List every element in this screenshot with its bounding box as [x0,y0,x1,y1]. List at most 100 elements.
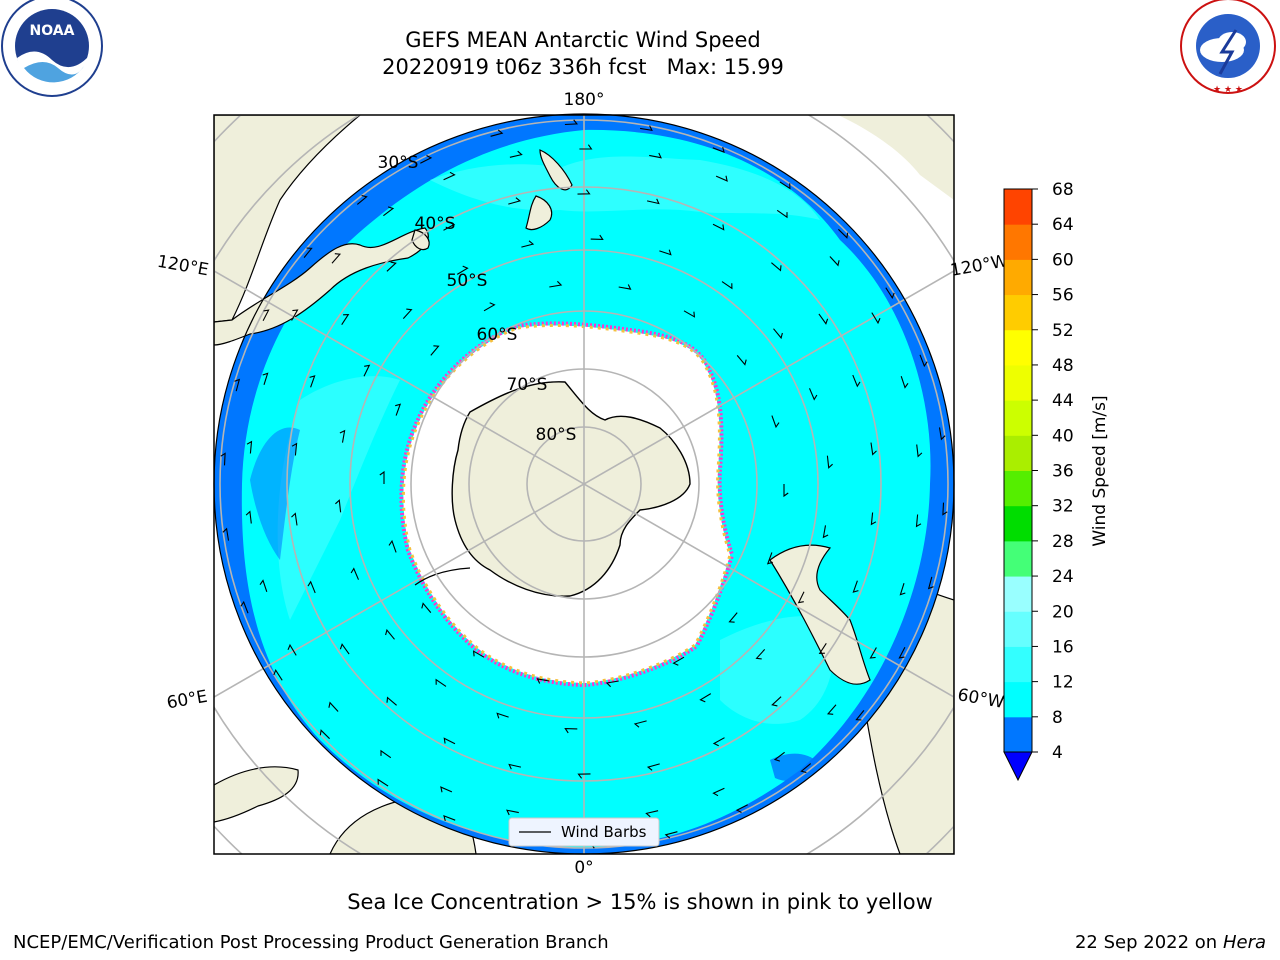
lon-label-60e: 60°E [165,687,209,714]
colorbar-tick-label: 32 [1052,497,1074,517]
meridian-60E-120W [214,270,954,698]
wind-barb [380,749,392,759]
wind-barb [826,704,837,715]
wind-barbs [220,119,948,849]
wind-barb [915,514,922,528]
colorbar-segment [1004,646,1032,683]
wind-barb [506,809,519,816]
wind-barb [618,284,632,290]
wind-barb [899,583,906,596]
wind-barb [942,502,948,516]
wind-barb [335,499,342,513]
chart-subtitle: 20220919 t06z 336h fcst Max: 15.99 [382,55,784,79]
wind-barb [728,612,738,623]
wind-barb [927,576,934,590]
wind-barb [818,313,829,325]
colorbar-tick-label: 28 [1052,532,1074,552]
lat-label-60s: 60°S [477,325,518,345]
colorbar-tick-label: 44 [1052,391,1074,411]
lon-label-180: 180° [564,90,605,110]
wind-barb [443,171,456,181]
wind-barb [826,455,833,469]
colorbar-tick-label: 24 [1052,567,1074,587]
wind-barb [783,484,789,498]
wind-barb [699,693,712,703]
wind-barb [916,444,923,458]
wind-barb [659,249,672,256]
wind-barb [287,643,297,656]
wind-barb [421,602,432,613]
wind-barb [472,650,485,658]
wind-barb [605,680,619,688]
wind-barb [721,281,733,290]
wind-barb [797,591,805,604]
date-stamp: 22 Sep 2022 on Hera [1075,932,1266,953]
wind-barb [456,265,469,275]
lat-label-70s: 70°S [507,375,548,395]
wind-barb [262,372,269,385]
colorbar-tick-label: 64 [1052,215,1074,235]
colorbar-tick-label: 48 [1052,356,1074,376]
colorbar-segment [1004,259,1032,296]
wind-barb [736,355,747,366]
wind-barb [579,144,593,150]
wind-barb [938,427,946,441]
host-name: Hera [1222,932,1266,953]
colorbar-tick-label: 4 [1052,743,1063,763]
colorbar-segment [1004,189,1032,225]
wind-barb [483,302,496,312]
wind-barb [919,354,928,368]
wind-barb [900,376,909,389]
wind-barb [363,364,371,377]
wind-barb [640,125,653,132]
wind-barb [855,710,865,721]
wind-barb [291,309,299,321]
wind-barb [420,155,433,164]
colorbar-segment [1004,224,1032,260]
wind-barb [508,763,522,770]
wind-barb [564,728,578,734]
lon-label-120e: 120°E [156,252,210,281]
wind-barb [800,763,812,774]
lat-label-40s: 40°S [415,214,456,234]
wind-barb [712,737,725,747]
wind-barb [755,649,766,660]
wind-barb [222,527,230,541]
wind-barb [564,119,578,126]
wind-barb [386,261,397,272]
wind-barb [871,312,881,325]
noaa-logo: NOAA [1,0,103,97]
wind-barb [664,831,678,839]
wind-barb [773,328,783,340]
wind-barb [341,314,350,326]
colorbar-tick-label: 56 [1052,286,1074,306]
colorbar-segment [1004,540,1032,577]
svg-text:★ ★ ★: ★ ★ ★ [1213,85,1243,95]
wind-barb [220,452,226,466]
date-text: 22 Sep 2022 on [1074,932,1218,953]
sea-ice-note: Sea Ice Concentration > 15% is shown in … [347,890,933,914]
lon-label-120w: 120°W [949,251,1010,281]
wind-barb [773,751,785,762]
graticule [214,115,954,854]
colorbar-tick-label: 8 [1052,708,1063,728]
wind-barb [430,345,440,356]
wind-barb [377,778,389,787]
wind-barb [885,287,895,299]
wind-barb [822,525,829,539]
wind-barb [646,198,660,205]
wind-barb [395,403,402,416]
map-legend: Wind Barbs [508,817,660,847]
noaa-wordmark: NOAA [30,23,75,39]
colorbar-tick-label: 16 [1052,637,1074,657]
wind-barb [577,189,591,195]
colorbar-tick-label: 68 [1052,180,1074,200]
wind-barb [712,146,725,153]
wind-barb [402,308,413,319]
wind-barb [246,440,253,454]
wind-barb [870,512,877,526]
colorbar-segment [1004,716,1032,753]
wind-barb [549,280,563,288]
land-in-disk [214,149,871,685]
